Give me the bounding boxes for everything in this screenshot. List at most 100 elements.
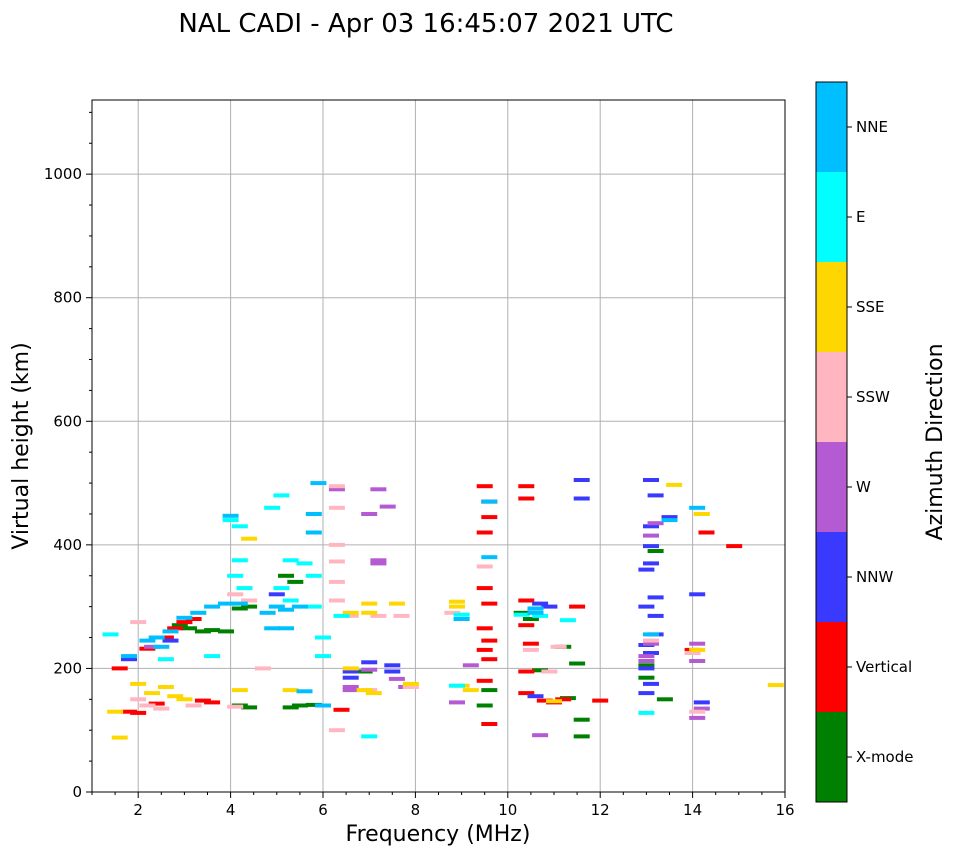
point-vertical-34	[569, 604, 586, 609]
point-x-mode-13	[305, 702, 322, 707]
point-sse-8	[241, 536, 258, 541]
y-axis-ticks: 0 200 400 600 800 1000	[44, 111, 92, 801]
point-vertical-14	[481, 515, 498, 520]
point-w-5	[388, 676, 405, 681]
point-sse-21	[462, 688, 479, 693]
point-w-12	[449, 700, 465, 705]
point-vertical-7	[176, 620, 193, 625]
point-sse-7	[231, 688, 248, 693]
point-nnw-25	[638, 666, 655, 671]
point-nnw-4	[342, 675, 359, 680]
point-e-19	[361, 734, 378, 739]
y-tick-label-200: 200	[53, 659, 82, 677]
y-axis-label: Virtual height (km)	[9, 342, 34, 549]
point-vertical-18	[476, 626, 493, 631]
point-ssw-2	[139, 703, 156, 708]
colorbar-label-nne: NNE	[856, 118, 888, 136]
point-nne-4	[162, 629, 179, 634]
point-nne-20	[310, 481, 327, 486]
colorbar-segment-nnw	[816, 532, 847, 622]
point-sse-15	[365, 691, 382, 696]
point-sse-4	[157, 685, 174, 689]
point-vertical-2	[130, 710, 147, 715]
point-w-3	[342, 688, 359, 693]
point-vertical-26	[518, 598, 535, 603]
point-e-16	[315, 635, 331, 640]
chart-title: NAL CADI - Apr 03 16:45:07 2021 UTC	[178, 9, 673, 39]
point-e-14	[305, 573, 322, 578]
point-nne-16	[291, 604, 308, 609]
point-e-15	[305, 604, 322, 609]
point-ssw-27	[684, 651, 701, 655]
point-x-mode-10	[287, 579, 304, 584]
point-nnw-30	[693, 700, 710, 705]
point-e-24	[532, 613, 549, 618]
point-x-mode-4	[218, 629, 234, 634]
point-nnw-8	[532, 601, 549, 606]
point-x-mode-11	[282, 705, 299, 710]
point-vertical-6	[167, 626, 184, 631]
point-w-9	[370, 487, 387, 492]
point-ssw-16	[342, 613, 359, 618]
point-nnw-10	[527, 694, 544, 699]
point-w-11	[361, 512, 378, 516]
y-tick-label-600: 600	[53, 412, 82, 430]
point-ssw-4	[185, 703, 202, 708]
point-w-16	[643, 533, 659, 538]
point-w-4	[361, 667, 378, 672]
point-sse-18	[449, 599, 465, 604]
point-e-25	[559, 618, 576, 623]
point-nnw-2	[268, 592, 285, 597]
point-w-1	[328, 487, 345, 492]
y-tick-label-0: 0	[72, 783, 82, 801]
point-vertical-17	[481, 601, 498, 606]
point-e-8	[264, 505, 281, 510]
point-nnw-24	[643, 651, 659, 655]
point-sse-0	[111, 735, 128, 740]
colorbar-segment-sse	[816, 262, 847, 352]
plot-frame	[91, 99, 786, 793]
point-w-17	[643, 641, 659, 646]
point-e-4	[231, 524, 248, 529]
point-vertical-30	[518, 691, 535, 696]
colorbar-label-x-mode: X-mode	[856, 748, 913, 766]
y-tick-label-800: 800	[53, 289, 82, 307]
point-ssw-10	[328, 505, 345, 510]
colorbar-segment-nne	[816, 82, 847, 172]
point-vertical-16	[476, 586, 493, 591]
x-tick-label-2: 2	[133, 801, 143, 819]
point-x-mode-3	[204, 628, 221, 633]
point-nne-22	[453, 617, 470, 621]
point-nnw-9	[541, 604, 558, 609]
point-nne-9	[231, 601, 248, 606]
point-w-14	[532, 733, 549, 738]
x-axis-ticks: 2 4 6 8 10 12 14 16	[91, 792, 795, 819]
point-nnw-12	[573, 496, 590, 501]
point-x-mode-22	[573, 717, 590, 722]
point-vertical-9	[194, 698, 211, 703]
point-vertical-3	[148, 701, 165, 706]
point-ssw-19	[393, 613, 410, 618]
point-nne-5	[176, 615, 193, 620]
point-ssw-5	[227, 704, 244, 709]
point-e-13	[296, 561, 313, 566]
point-sse-19	[449, 604, 465, 609]
point-nne-24	[481, 555, 498, 560]
point-sse-3	[144, 691, 161, 696]
point-nne-14	[278, 607, 294, 612]
point-w-19	[638, 659, 655, 663]
point-vertical-21	[481, 657, 498, 662]
point-nne-7	[204, 604, 221, 609]
point-vertical-12	[476, 484, 493, 489]
point-nne-10	[222, 513, 239, 518]
point-nnw-6	[384, 663, 401, 668]
point-ssw-15	[328, 728, 345, 733]
point-x-mode-21	[569, 661, 586, 666]
colorbar-label-w: W	[856, 478, 871, 496]
point-vertical-35	[592, 698, 609, 703]
point-x-mode-19	[532, 668, 549, 673]
point-e-5	[231, 558, 248, 563]
data-points	[102, 478, 784, 740]
point-sse-26	[767, 683, 784, 688]
